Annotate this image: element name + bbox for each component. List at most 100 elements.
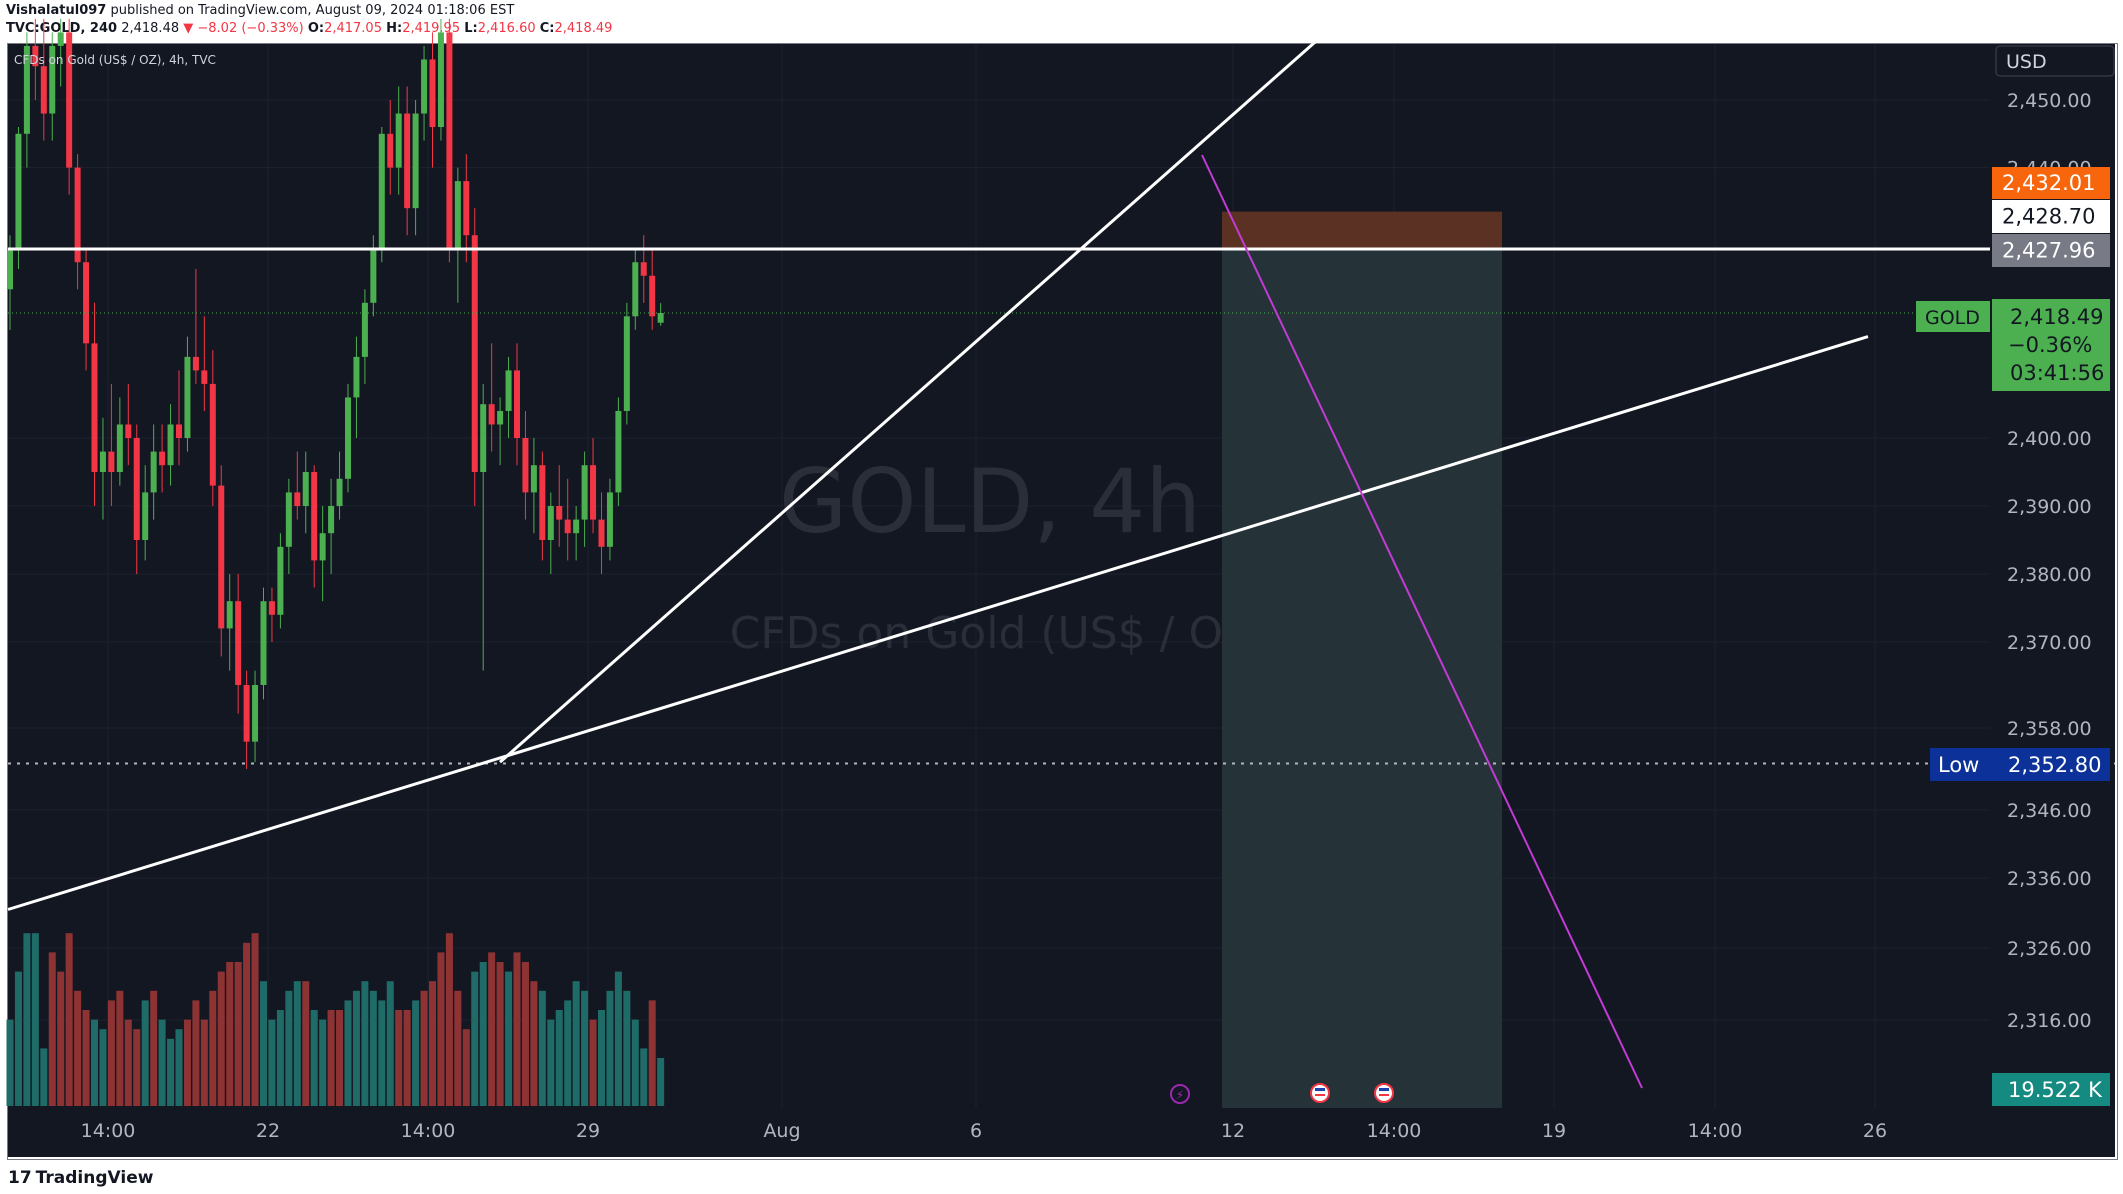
- us-flag-event-icon: [1310, 1083, 1330, 1103]
- volume-bar: [386, 981, 394, 1106]
- candle-body: [66, 32, 73, 168]
- candle-body: [209, 383, 216, 486]
- volume-bar: [344, 1000, 352, 1106]
- tradingview-logo-icon: 17: [8, 1168, 32, 1188]
- time-axis[interactable]: 14:00 22 14:00 29 Aug 6 12 14:00 19 14:00 26: [81, 1120, 1887, 1142]
- candle-body: [167, 424, 174, 466]
- candle-body: [657, 313, 664, 323]
- candle-body: [7, 248, 13, 290]
- volume-bar: [352, 990, 360, 1106]
- candle-body: [421, 59, 428, 114]
- volume-tag: [1992, 1073, 2110, 1106]
- volume-bar: [251, 933, 259, 1106]
- candle-body: [285, 492, 292, 547]
- candle-body: [192, 356, 199, 371]
- footer: 17 TradingView: [0, 1160, 2123, 1194]
- publish-info: Vishalatul097 published on TradingView.c…: [6, 3, 514, 18]
- short-position-tool[interactable]: [1222, 211, 1502, 1108]
- volume-bar: [57, 971, 65, 1106]
- volume-bar: [572, 981, 580, 1106]
- price-chart[interactable]: GOLD, 4h CFDs on Gold (US$ / OZ) CFDs on…: [0, 0, 2123, 1160]
- volume-bar: [479, 962, 487, 1106]
- close-value: 2,418.49: [554, 21, 613, 36]
- resistance-price-tag: [1992, 234, 2110, 267]
- volume-bar: [606, 990, 614, 1106]
- time-tick-label: 14:00: [1367, 1120, 1422, 1142]
- level-price-tag: [1992, 200, 2110, 233]
- candle-body: [623, 316, 630, 411]
- time-tick-label: 6: [970, 1120, 982, 1142]
- volume-bar: [158, 1019, 166, 1106]
- candle-body: [387, 133, 394, 168]
- volume-bar: [631, 1019, 639, 1106]
- tradingview-brand: TradingView: [35, 1168, 154, 1188]
- price-tick-label: 2,390.00: [2007, 496, 2092, 518]
- drawings[interactable]: [7, 31, 2115, 1089]
- candle-body: [125, 424, 132, 438]
- support-trendline: [7, 335, 1869, 911]
- tradingview-logo[interactable]: 17 TradingView: [8, 1168, 153, 1188]
- candle-body: [412, 113, 419, 209]
- candle-body: [361, 302, 368, 357]
- volume-bar: [6, 1019, 14, 1106]
- time-tick-label: 14:00: [401, 1120, 456, 1142]
- volume-bar: [124, 1019, 132, 1106]
- candle-body: [395, 113, 402, 168]
- volume-bar: [530, 981, 538, 1106]
- price-axis[interactable]: USD2,450.002,440.002,400.002,390.002,380…: [1995, 45, 2115, 1032]
- low-value: 2,416.60: [477, 21, 536, 36]
- volume-bar: [496, 962, 504, 1106]
- candle-body: [590, 465, 597, 520]
- high-value: 2,419.95: [402, 21, 461, 36]
- volume-bar: [293, 981, 301, 1106]
- author-name[interactable]: Vishalatul097: [6, 3, 107, 18]
- change-value: ▼ −8.02 (−0.33%): [183, 21, 304, 36]
- last-price-text: 2,418.49: [2010, 305, 2104, 329]
- candle-body: [176, 424, 182, 438]
- candle-body: [581, 465, 588, 520]
- candle-body: [564, 519, 571, 534]
- candle-body: [480, 404, 487, 472]
- time-tick-label: 14:00: [1688, 1120, 1743, 1142]
- event-icons[interactable]: ⚡: [1170, 1083, 1394, 1104]
- candle-body: [108, 451, 115, 472]
- time-tick-label: 26: [1863, 1120, 1887, 1142]
- stop-loss-zone: [1222, 211, 1502, 251]
- volume-bar: [82, 1010, 90, 1106]
- symbol-tag-text: GOLD: [1925, 307, 1980, 329]
- candle-body: [15, 133, 22, 249]
- volume-bar: [564, 1000, 572, 1106]
- candle-body: [530, 465, 537, 493]
- volume-bar: [471, 971, 479, 1106]
- volume-bars: [6, 933, 665, 1106]
- open-label: O:: [307, 21, 325, 36]
- candle-body: [345, 397, 351, 479]
- candle-body: [640, 262, 647, 276]
- candle-body: [159, 451, 166, 466]
- target-price-text: 2,432.01: [2002, 171, 2096, 195]
- candle-body: [328, 506, 335, 534]
- candle-body: [83, 262, 90, 344]
- candle-body: [505, 370, 512, 411]
- volume-bar: [648, 1000, 656, 1106]
- candle-body: [133, 438, 140, 540]
- volume-bar: [234, 962, 242, 1106]
- candle-body: [370, 248, 377, 303]
- volume-bar: [14, 971, 22, 1106]
- volume-bar: [462, 1029, 470, 1106]
- candle-body: [404, 113, 411, 209]
- volume-bar: [657, 1058, 665, 1106]
- chart-frame: [7, 43, 2118, 1160]
- volume-bar: [640, 1048, 648, 1106]
- volume-bar: [217, 971, 225, 1106]
- candle-body: [598, 519, 605, 547]
- volume-bar: [183, 1019, 191, 1106]
- projection-line: [1201, 154, 1643, 1089]
- price-tick-label: 2,370.00: [2007, 632, 2092, 654]
- series-legend[interactable]: CFDs on Gold (US$ / OZ), 4h, TVC: [14, 53, 216, 67]
- high-label: H:: [386, 21, 403, 36]
- candle-body: [454, 181, 461, 249]
- volume-bar: [175, 1029, 183, 1106]
- volume-bar: [319, 1019, 327, 1106]
- candle-body: [471, 235, 478, 472]
